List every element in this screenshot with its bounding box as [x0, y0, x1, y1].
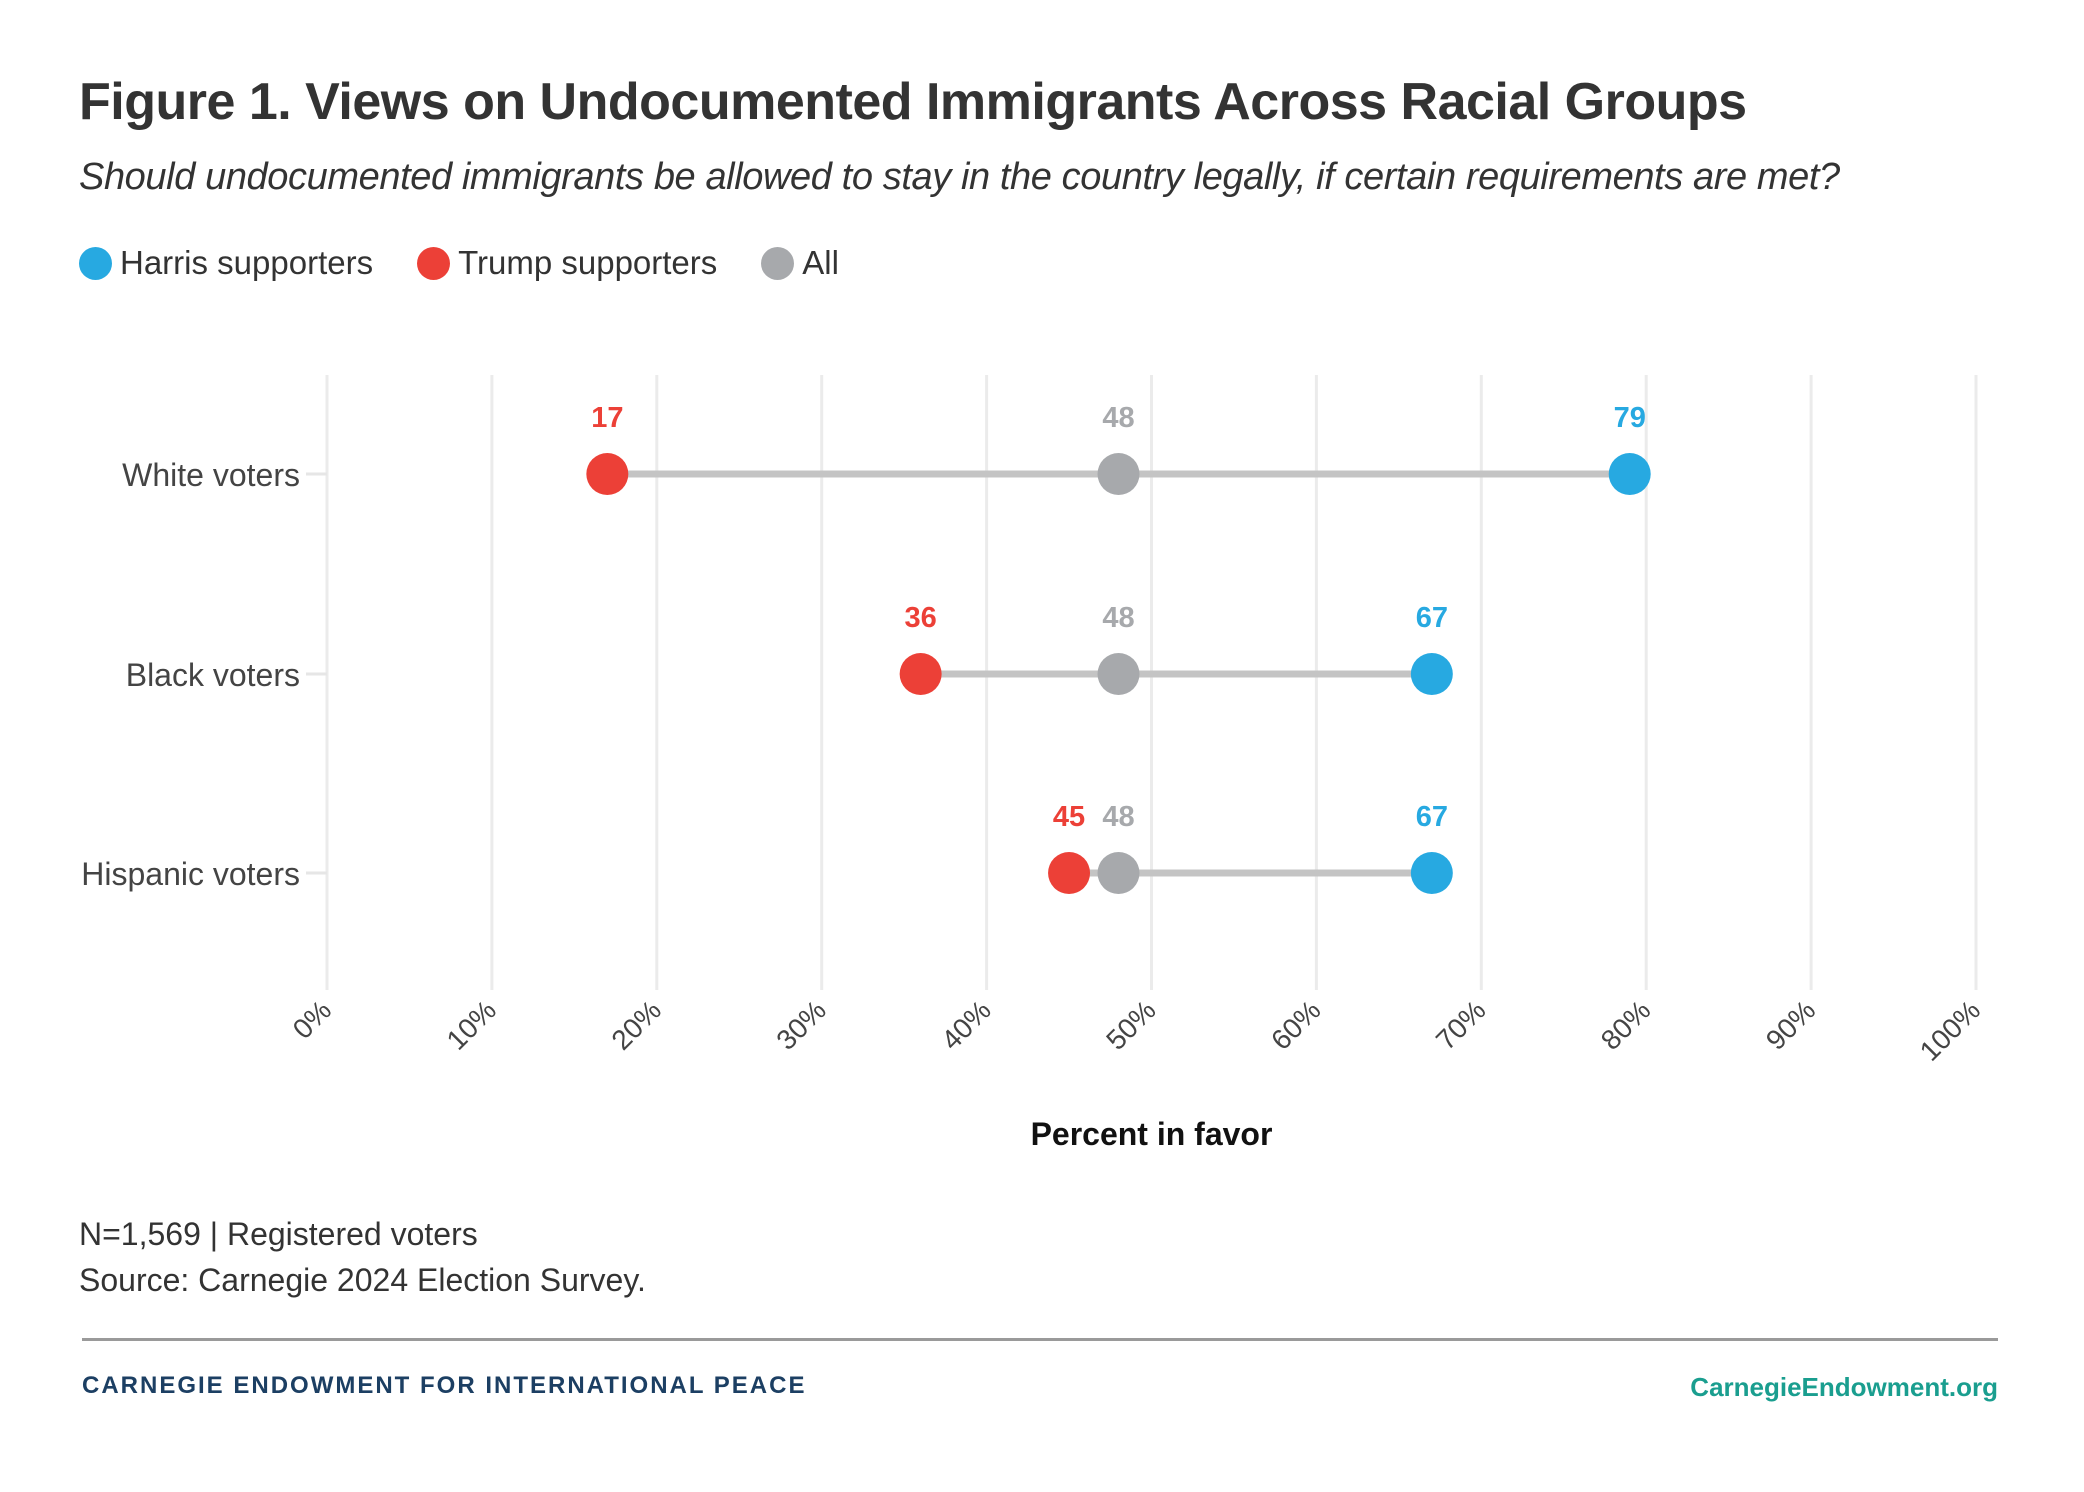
value-label: 48	[1102, 602, 1134, 634]
x-axis-title: Percent in favor	[1031, 1116, 1273, 1152]
value-label: 48	[1102, 402, 1134, 434]
org-url-link[interactable]: CarnegieEndowment.org	[1690, 1372, 1998, 1402]
divider	[82, 1338, 1998, 1341]
legend-label-trump: Trump supporters	[458, 244, 718, 281]
dot-trump	[586, 453, 629, 495]
dot-harris	[1410, 852, 1453, 894]
dot-all	[1097, 453, 1140, 495]
value-label: 45	[1053, 801, 1085, 833]
legend-dot-all	[761, 246, 795, 280]
sample-note: N=1,569 | Registered voters	[79, 1216, 478, 1252]
legend-item-all: All	[761, 244, 839, 282]
row-label: Black voters	[126, 657, 300, 693]
x-tick-label: 80%	[1595, 994, 1657, 1056]
row-label: White voters	[122, 457, 300, 493]
x-tick-label: 70%	[1430, 994, 1492, 1056]
dot-all	[1097, 653, 1140, 695]
value-label: 36	[905, 602, 937, 634]
value-label: 17	[591, 402, 623, 434]
x-tick-label: 40%	[935, 994, 997, 1056]
x-tick-label: 10%	[441, 994, 503, 1056]
dot-harris	[1608, 453, 1651, 495]
source-note: Source: Carnegie 2024 Election Survey.	[79, 1262, 646, 1298]
chart-title: Figure 1. Views on Undocumented Immigran…	[79, 73, 1747, 131]
x-tick-label: 0%	[287, 994, 338, 1045]
dot-trump	[1048, 852, 1091, 894]
legend-dot-harris	[79, 246, 112, 280]
x-tick-label: 90%	[1760, 994, 1822, 1056]
x-tick-label: 20%	[605, 994, 667, 1056]
x-tick-label: 60%	[1265, 994, 1327, 1056]
value-label: 67	[1416, 602, 1448, 634]
legend-label-harris: Harris supporters	[120, 244, 374, 281]
x-tick-label: 50%	[1100, 994, 1162, 1056]
value-label: 79	[1614, 402, 1646, 434]
x-tick-label: 30%	[770, 994, 832, 1056]
dumbbell-chart: 0% 10% 20% 30% 40% 50% 60% 70% 80% 90% 100% Percent…	[81, 375, 1987, 1152]
dot-all	[1097, 852, 1140, 894]
dot-harris	[1410, 653, 1453, 695]
x-tick-label: 100%	[1914, 994, 1987, 1067]
org-name: CARNEGIE ENDOWMENT FOR INTERNATIONAL PEA…	[82, 1372, 807, 1399]
legend-dot-trump	[417, 246, 451, 280]
legend: Harris supporters Trump supporters All	[79, 244, 883, 282]
chart-subtitle: Should undocumented immigrants be allowe…	[79, 156, 1840, 198]
legend-label-all: All	[802, 244, 839, 281]
dot-trump	[899, 653, 942, 695]
legend-item-harris: Harris supporters	[79, 244, 373, 282]
legend-item-trump: Trump supporters	[417, 244, 717, 282]
value-label: 67	[1416, 801, 1448, 833]
value-label: 48	[1102, 801, 1134, 833]
row-label: Hispanic voters	[81, 856, 300, 892]
